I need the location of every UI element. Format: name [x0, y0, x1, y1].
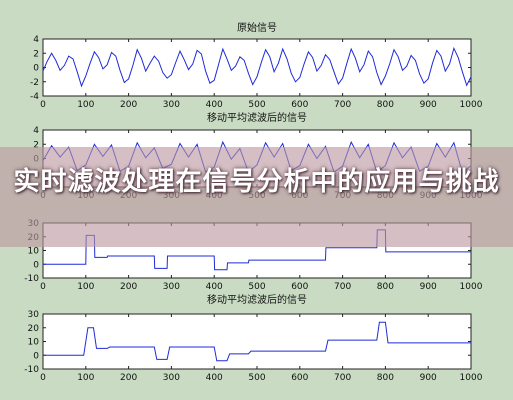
y-tick-label: 0: [33, 351, 39, 361]
x-tick-label: 0: [40, 282, 46, 292]
x-tick-label: 700: [334, 282, 351, 292]
x-tick-label: 200: [120, 373, 137, 383]
x-tick-label: 700: [334, 373, 351, 383]
y-tick-label: -2: [30, 78, 39, 88]
plot-area-1: [42, 38, 472, 97]
x-tick-label: 600: [291, 100, 308, 110]
title-banner: [0, 147, 513, 247]
y-tick-label: 20: [28, 324, 40, 334]
x-tick-label: 900: [420, 100, 437, 110]
y-tick-label: 0: [33, 64, 39, 74]
x-tick-label: 500: [248, 373, 265, 383]
x-tick-label: 300: [163, 282, 180, 292]
y-tick-label: 4: [33, 35, 39, 45]
y-tick-label: 2: [33, 140, 39, 150]
x-tick-label: 800: [377, 373, 394, 383]
x-tick-label: 1000: [460, 282, 483, 292]
x-tick-label: 0: [40, 373, 46, 383]
series-line-4-1: [43, 321, 471, 362]
x-tick-label: 100: [77, 282, 94, 292]
x-tick-label: 0: [40, 100, 46, 110]
x-tick-label: 1000: [460, 373, 483, 383]
series-line-1-1: [42, 46, 472, 88]
banner-title: 实时滤波处理在信号分析中的应用与挑战: [13, 167, 500, 197]
y-tick-label: -10: [24, 274, 39, 284]
x-tick-label: 500: [248, 282, 265, 292]
y-tick-label: 0: [33, 260, 39, 270]
y-tick-label: 10: [28, 247, 40, 257]
x-tick-label: 100: [77, 100, 94, 110]
x-tick-label: 400: [206, 100, 223, 110]
plot-area-4: [42, 313, 472, 370]
x-tick-label: 800: [377, 100, 394, 110]
chart-title-2: 移动平均滤波后的信号: [207, 111, 307, 124]
x-tick-label: 700: [334, 100, 351, 110]
chart-title-1: 原始信号: [237, 21, 277, 34]
x-tick-label: 900: [420, 373, 437, 383]
x-tick-label: 800: [377, 282, 394, 292]
x-tick-label: 500: [248, 100, 265, 110]
x-tick-label: 300: [163, 100, 180, 110]
y-tick-label: 4: [33, 126, 39, 136]
x-tick-label: 400: [206, 373, 223, 383]
y-tick-label: 2: [33, 49, 39, 59]
x-tick-label: 400: [206, 282, 223, 292]
x-tick-label: 300: [163, 373, 180, 383]
x-tick-label: 600: [291, 373, 308, 383]
y-tick-label: 10: [28, 338, 40, 348]
x-tick-label: 200: [120, 282, 137, 292]
y-tick-label: 30: [28, 310, 40, 320]
y-tick-label: -10: [24, 365, 39, 375]
x-tick-label: 600: [291, 282, 308, 292]
y-tick-label: -4: [30, 92, 39, 102]
x-tick-label: 1000: [460, 100, 483, 110]
chart-title-4: 移动平均滤波后的信号: [207, 293, 307, 306]
x-tick-label: 100: [77, 373, 94, 383]
x-tick-label: 900: [420, 282, 437, 292]
x-tick-label: 200: [120, 100, 137, 110]
